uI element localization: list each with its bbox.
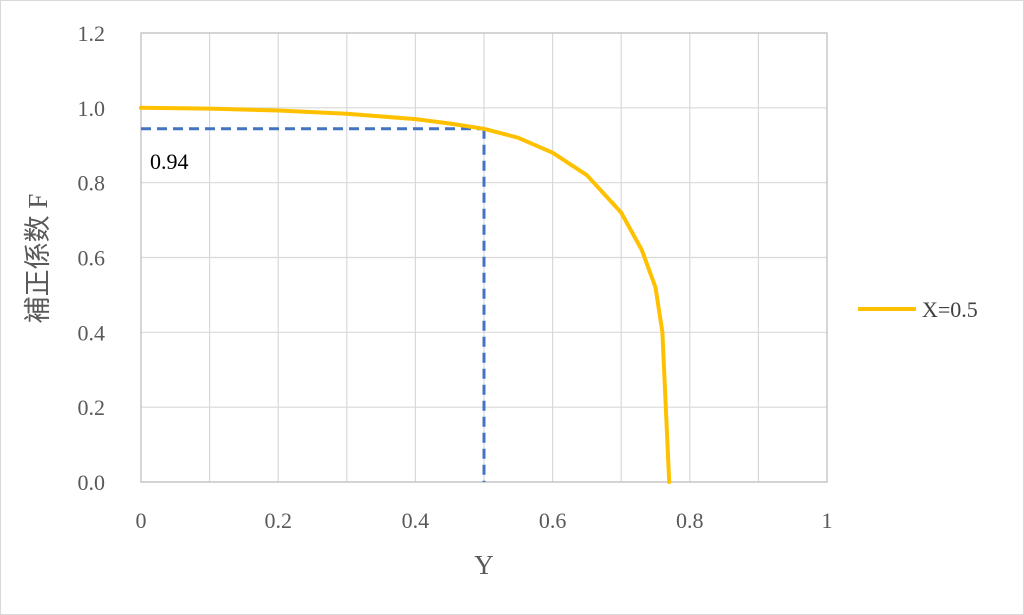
annotation-guides [141,127,486,482]
x-axis-title: Y [474,550,494,580]
x-tick-label: 1 [822,508,833,533]
y-tick-label: 0.6 [78,246,106,271]
x-tick-labels: 0 0.2 0.4 0.6 0.8 1 [136,508,833,533]
x-tick-label: 0.4 [402,508,430,533]
y-axis-title: 補正係数 F [23,194,53,324]
series-line-0 [139,105,672,484]
x-tick-label: 0.8 [676,508,704,533]
y-tick-labels: 0.0 0.2 0.4 0.6 0.8 1.0 1.2 [78,21,106,495]
x-tick-label: 0.2 [264,508,292,533]
y-tick-label: 1.2 [78,21,106,46]
annotation-label: 0.94 [150,149,189,174]
y-tick-label: 0.4 [78,320,106,345]
series-layer [139,105,672,484]
y-tick-label: 0.0 [78,470,106,495]
y-tick-label: 0.2 [78,395,106,420]
legend-label-x05: X=0.5 [922,297,978,322]
y-tick-label: 0.8 [78,171,106,196]
x-tick-label: 0 [136,508,147,533]
x-tick-label: 0.6 [539,508,567,533]
legend: X=0.5 [858,297,978,322]
y-tick-label: 1.0 [78,96,106,121]
